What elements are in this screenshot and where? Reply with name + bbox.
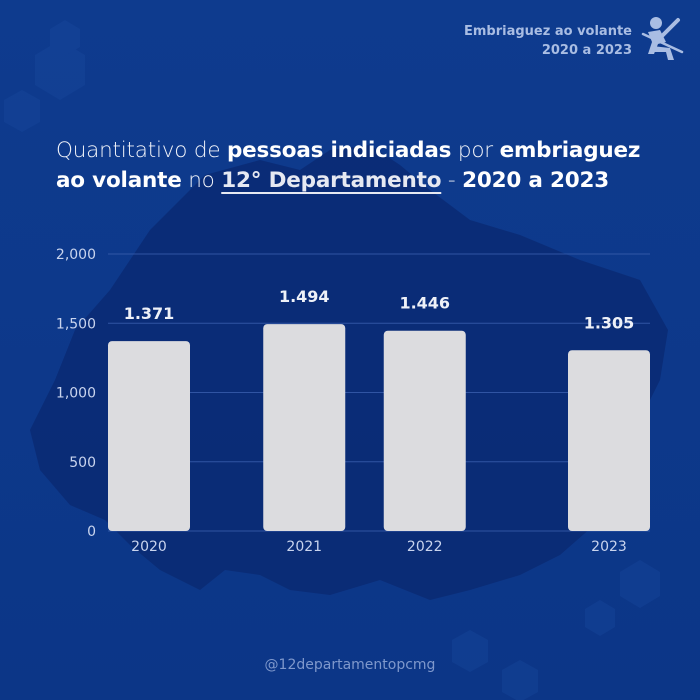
y-tick-label: 2,000 [56,247,96,263]
drunk-driver-seatbelt-icon [641,17,684,60]
x-tick-label: 2022 [407,539,443,555]
bar [108,341,190,531]
title-text: por [451,138,500,163]
title-text: Quantitativo de [56,138,227,163]
header-tag-line2: 2020 a 2023 [541,43,632,58]
header-tag-line1: Embriaguez ao volante [464,24,632,39]
data-label: 1.371 [124,304,175,323]
header-tag: Embriaguez ao volante 2020 a 2023 [464,22,632,60]
data-label: 1.446 [399,294,450,313]
x-tick-label: 2021 [286,539,322,555]
title-emphasis: pessoas indiciadas [226,138,452,163]
data-label: 1.494 [279,287,330,306]
x-tick-label: 2020 [131,539,167,555]
title-department: 12° Departamento [221,168,442,193]
y-tick-label: 1,000 [56,386,96,402]
title-period: 2020 a 2023 [462,168,610,193]
bar [568,350,650,531]
title-text: - [441,168,463,193]
bar [383,330,466,531]
y-tick-label: 500 [69,455,96,471]
title-text: no [181,168,222,193]
title-emphasis: embriaguez ao volante [56,138,641,193]
y-tick-label: 1,500 [56,316,96,332]
data-label: 1.305 [584,313,635,332]
chart-title: Quantitativo de pessoas indiciadas por e… [56,136,676,196]
footer-handle: @12departamentopcmg [264,657,436,673]
y-tick-label: 0 [87,524,96,540]
x-tick-label: 2023 [591,539,627,555]
bar [263,324,346,531]
